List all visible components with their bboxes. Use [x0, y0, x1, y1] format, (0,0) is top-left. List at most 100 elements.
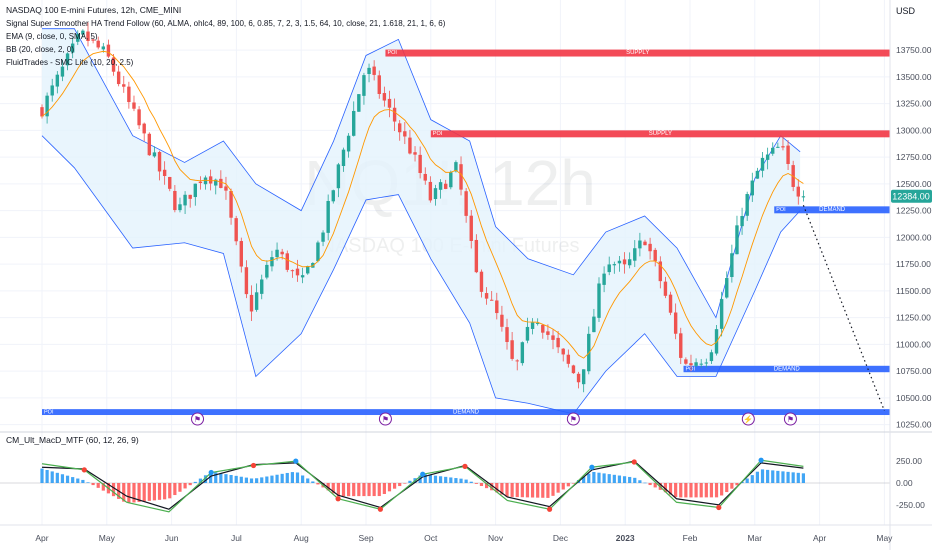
demand-zone	[683, 365, 890, 373]
macd-histogram-bar	[704, 483, 708, 498]
macd-histogram-bar	[367, 483, 371, 497]
candle-body	[658, 261, 663, 282]
candle-body	[40, 107, 44, 117]
legend-indicator-1[interactable]: Signal Super Smoother HA Trend Follow (6…	[6, 19, 446, 28]
macd-histogram-bar	[709, 483, 714, 498]
macd-cross-dot	[462, 463, 468, 469]
candle-body	[178, 204, 182, 211]
candle-body	[142, 123, 146, 134]
candle-body	[796, 186, 800, 197]
macd-cross-dot	[377, 506, 383, 512]
candle-body	[571, 365, 576, 374]
candle-body	[362, 75, 366, 96]
macd-histogram-bar	[229, 474, 233, 483]
macd-title[interactable]: CM_Ult_MacD_MTF (60, 12, 26, 9)	[6, 435, 139, 445]
macd-axis[interactable]: 250.00 0.00 -250.00	[896, 456, 925, 510]
macd-histogram-bar	[622, 476, 627, 483]
macd-cross-dot	[716, 504, 722, 511]
demand-zone-label: DEMAND	[774, 366, 801, 372]
candle-body	[500, 314, 504, 327]
macd-histogram-bar	[633, 477, 637, 483]
candle-body	[673, 312, 678, 334]
candle-body	[249, 294, 254, 312]
candle-body	[157, 151, 162, 172]
time-tick-label: Nov	[488, 533, 504, 543]
candle-body	[510, 340, 514, 359]
macd-histogram-bar	[454, 478, 458, 483]
macd-histogram-bar	[316, 483, 320, 485]
macd-histogram-bar	[173, 483, 177, 496]
candle-body	[300, 275, 305, 278]
candle-body	[745, 194, 749, 216]
poi-label: POI	[686, 366, 696, 372]
macd-histogram-bar	[306, 478, 310, 483]
price-tick-label: 12750.00	[896, 152, 932, 162]
candle-body	[152, 152, 157, 157]
candle-body	[735, 225, 739, 255]
candle-body	[668, 294, 673, 313]
macd-histogram-bar	[336, 483, 340, 497]
event-marker[interactable]	[191, 412, 205, 426]
bb-fill	[42, 28, 801, 414]
price-tick-label: 11750.00	[896, 259, 931, 269]
candle-body	[781, 146, 785, 148]
legend-indicator-2[interactable]: EMA (9, close, 0, SMA, 5)	[6, 32, 98, 41]
macd-cross-dot	[589, 464, 595, 470]
candle-body	[173, 190, 177, 211]
macd-histogram-bar	[515, 483, 519, 498]
event-marker[interactable]	[378, 412, 392, 426]
candle-body	[771, 147, 775, 154]
candle-body	[638, 240, 642, 249]
price-axis[interactable]: 10250.00 10500.00 10750.00 11000.00 11250.00…	[896, 45, 932, 430]
bb-lower-line	[41, 135, 801, 415]
price-tick-label: 13500.00	[896, 72, 932, 82]
projection-dotted-line	[802, 205, 885, 411]
macd-cross-dot	[758, 457, 764, 463]
candle-series	[40, 22, 806, 393]
event-markers[interactable]: ⚑ ⚑ ⚑ ⚡ ⚑	[191, 412, 797, 426]
candle-body	[116, 71, 121, 85]
macd-histogram-bar	[132, 483, 136, 503]
candle-body	[260, 279, 264, 294]
event-marker[interactable]	[566, 412, 580, 426]
macd-cross-dot	[293, 458, 299, 464]
candle-body	[372, 66, 376, 75]
candle-body	[633, 248, 637, 261]
candle-body	[254, 292, 259, 310]
macd-histogram-bar	[86, 482, 90, 483]
macd-histogram-bar	[341, 483, 346, 497]
time-axis[interactable]: Apr May Jun Jul Aug Sep Oct Nov Dec 2023 Feb Mar Apr…	[35, 533, 893, 543]
macd-histogram-bar	[244, 477, 249, 483]
macd-histogram-bar	[163, 483, 167, 500]
candle-body	[684, 359, 688, 364]
macd-histogram-bar	[433, 475, 438, 483]
macd-histogram-bar	[127, 483, 131, 503]
price-tick-label: 10750.00	[896, 366, 932, 376]
currency-label[interactable]: USD	[896, 6, 916, 16]
candle-body	[45, 95, 49, 117]
legend: NASDAQ 100 E-mini Futures, 12h, CME_MINI…	[6, 5, 446, 67]
price-tick-label: 11500.00	[896, 286, 931, 296]
legend-indicator-3[interactable]: BB (20, close, 2, 0)	[6, 45, 74, 54]
macd-histogram-bar	[628, 476, 632, 483]
candle-body	[229, 190, 233, 218]
event-marker[interactable]	[783, 412, 797, 426]
macd-histogram-bar	[796, 472, 800, 483]
candle-body	[91, 39, 95, 41]
macd-histogram-bar	[382, 483, 386, 494]
candle-body	[65, 53, 70, 66]
macd-histogram-bar	[142, 483, 146, 502]
candle-body	[265, 264, 269, 278]
macd-histogram-bar	[714, 483, 719, 498]
candle-body	[326, 200, 330, 233]
macd-cross-dot	[335, 496, 341, 502]
macd-histogram-bar	[668, 483, 673, 495]
candle-body	[464, 191, 468, 216]
legend-symbol[interactable]: NASDAQ 100 E-mini Futures, 12h, CME_MINI	[6, 5, 181, 15]
legend-indicator-4[interactable]: FluidTrades - SMC Lite (10, 20, 2.5)	[6, 58, 134, 67]
event-marker[interactable]	[741, 412, 755, 426]
time-tick-label: Jul	[231, 533, 242, 543]
candle-body	[484, 293, 489, 299]
demand-zone	[42, 409, 890, 416]
